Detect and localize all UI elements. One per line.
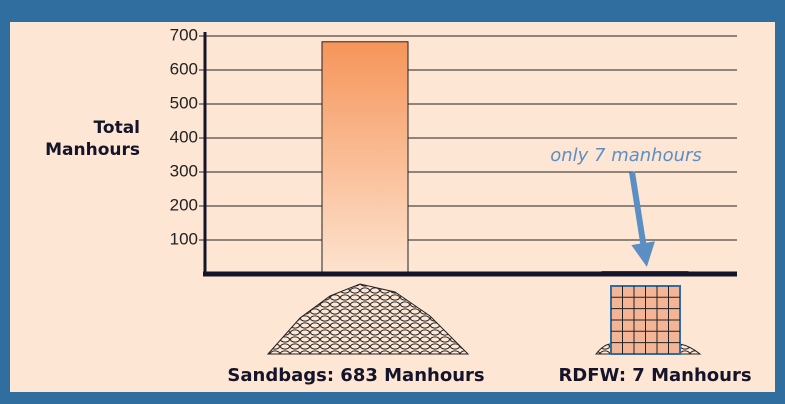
chart: 100 200 300 400 500 600 700 only 7 manhours To… xyxy=(0,0,785,404)
y-tick-label: 200 xyxy=(170,195,198,214)
y-tick-label: 500 xyxy=(170,93,198,112)
y-tick-label: 400 xyxy=(170,127,198,146)
y-tick-label: 100 xyxy=(170,229,198,248)
x-tick-label: Sandbags: 683 Manhours xyxy=(227,365,484,386)
x-tick-label: RDFW: 7 Manhours xyxy=(558,365,751,386)
y-tick-label: 300 xyxy=(170,161,198,180)
annotation: only 7 manhours xyxy=(550,145,702,166)
bar xyxy=(322,42,408,274)
y-tick-label: 700 xyxy=(170,25,198,44)
y-axis-label: Manhours xyxy=(45,140,140,160)
y-axis-label: Total xyxy=(94,118,140,138)
y-tick-label: 600 xyxy=(170,59,198,78)
